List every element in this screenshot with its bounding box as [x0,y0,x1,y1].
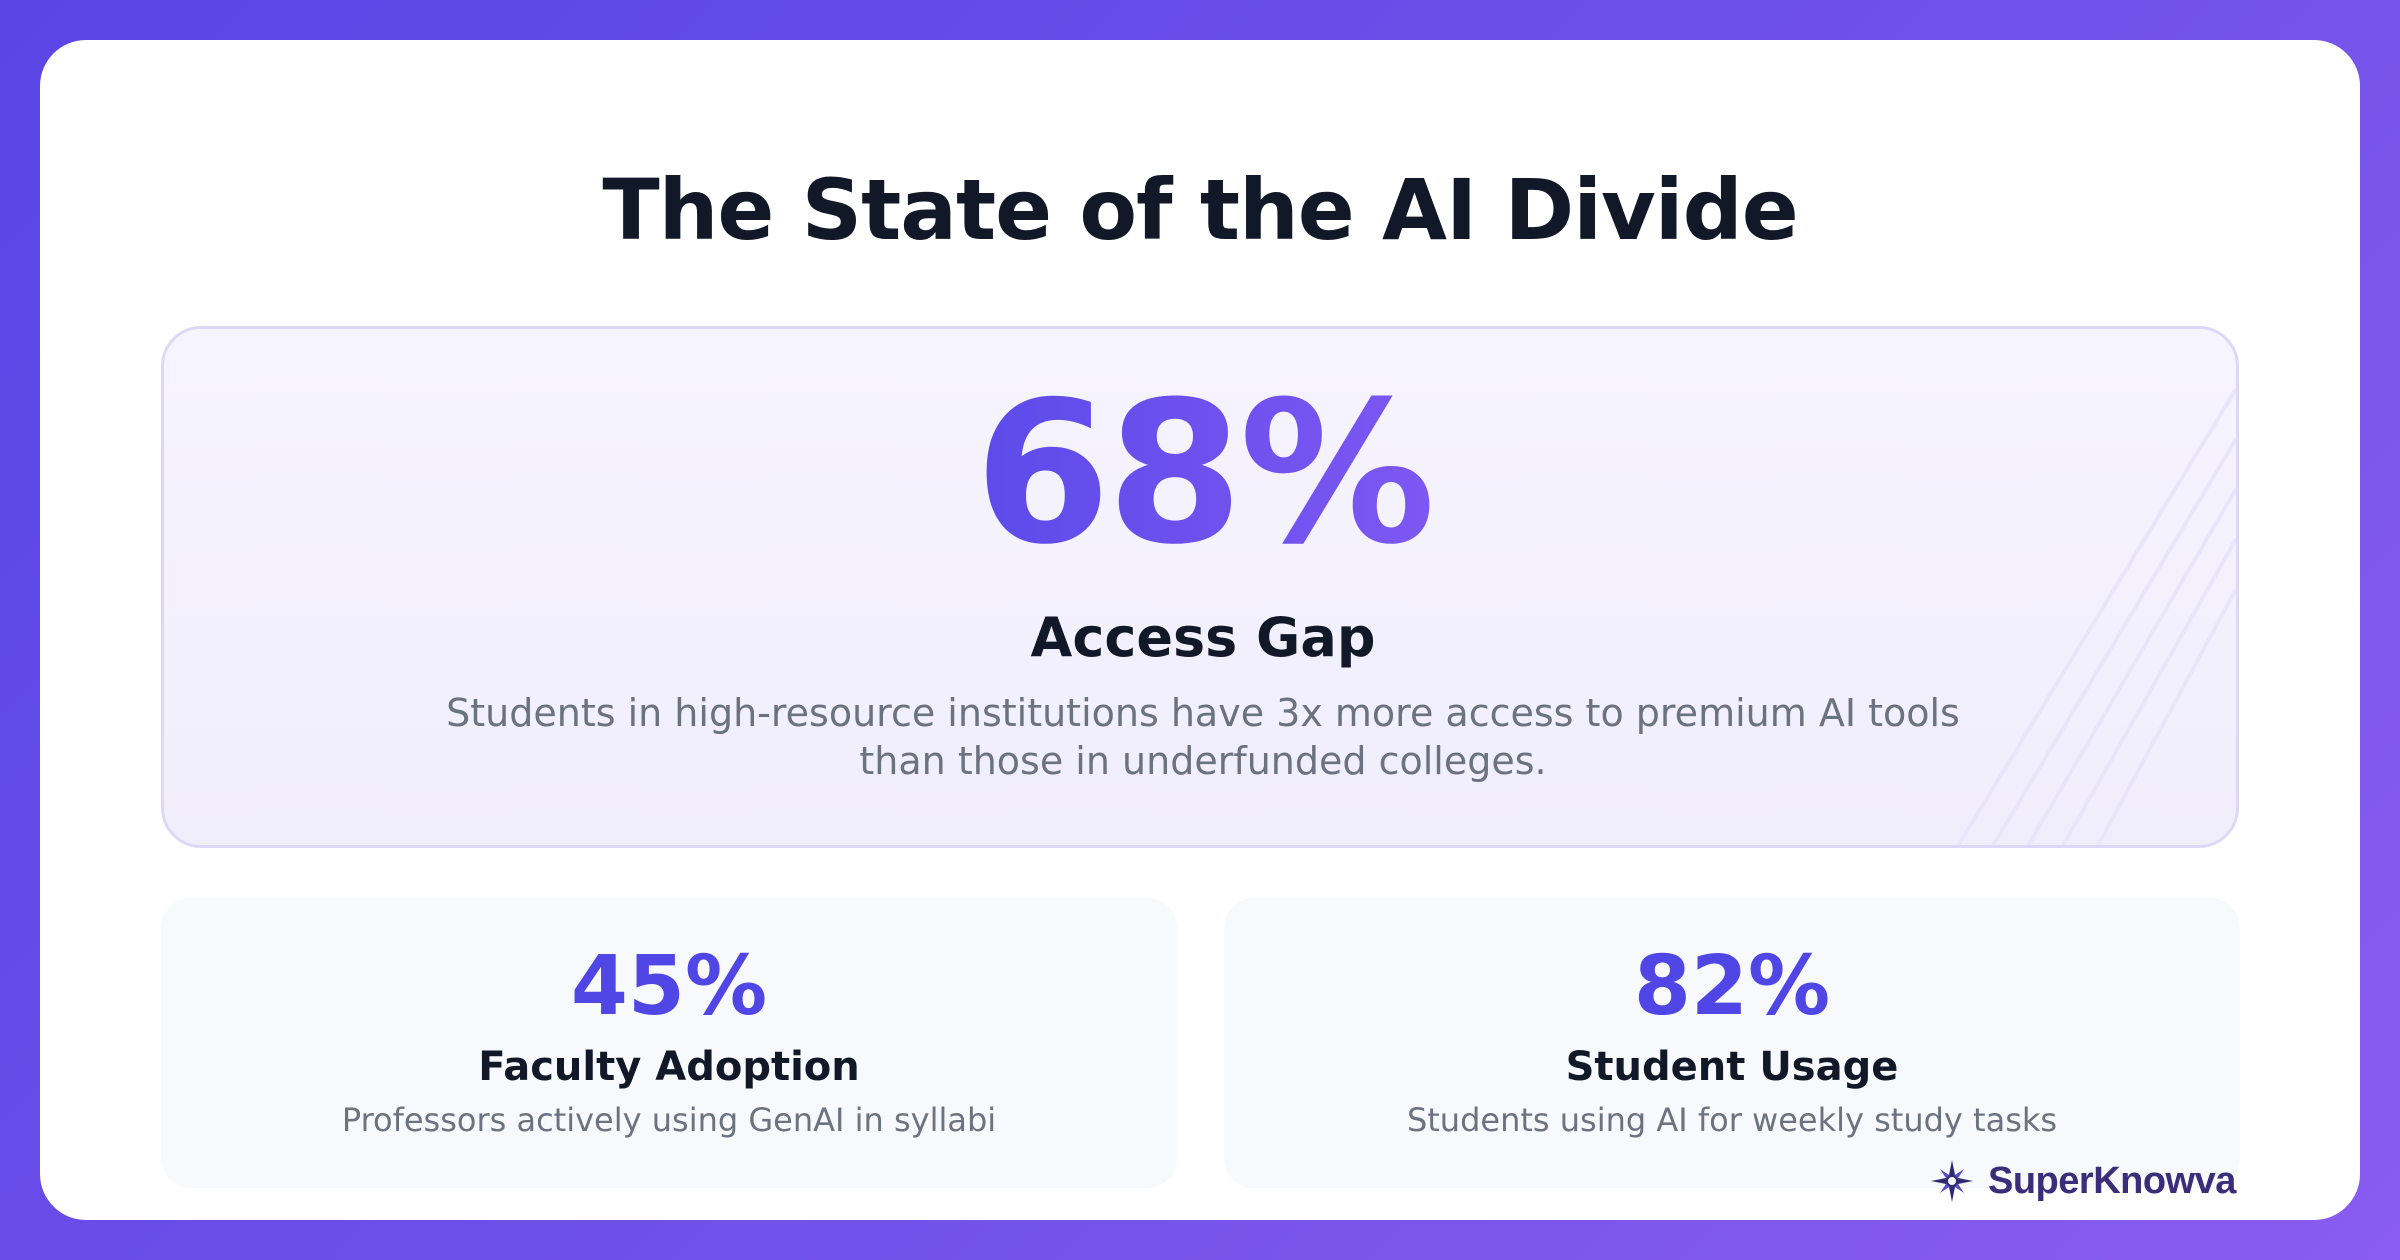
sparkle-logo-icon [1931,1160,1973,1202]
page-title: The State of the AI Divide [602,161,1798,259]
hero-value: 68% [164,374,2236,574]
hero-description: Students in high-resource institutions h… [446,691,1960,783]
brand-logo: SuperKnowva [1930,1153,2236,1209]
stat-value: 82% [1633,939,1831,1034]
stat-heading: Student Usage [1565,1044,1899,1090]
hero-stat-card: 68% Access Gap Students in high-resource… [161,326,2239,848]
decorative-lines [1956,387,2236,845]
brand-name: SuperKnowva [1988,1159,2236,1202]
stat-heading: Faculty Adoption [478,1044,860,1090]
hero-heading: Access Gap [1030,606,1376,669]
stat-card-faculty-adoption: 45% Faculty Adoption Professors actively… [161,898,1177,1188]
stat-description: Students using AI for weekly study tasks [1406,1101,2058,1139]
stat-value: 45% [570,939,768,1034]
stat-description: Professors actively using GenAI in sylla… [341,1101,997,1139]
stat-card-student-usage: 82% Student Usage Students using AI for … [1224,898,2240,1188]
